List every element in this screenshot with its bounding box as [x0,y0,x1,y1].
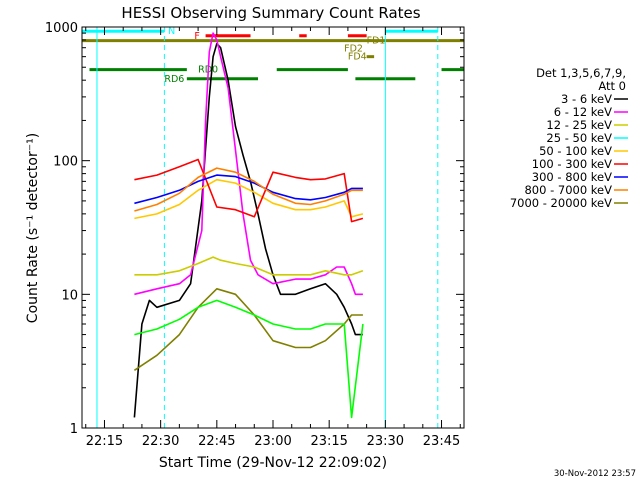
series-line [134,167,363,212]
y-axis-label: Count Rate (s⁻¹ detector⁻¹) [25,133,41,323]
legend-label: 12 - 25 keV [546,118,612,132]
flag-label: FD4 [348,52,367,63]
series-line [134,32,363,296]
legend-label: 6 - 12 keV [554,105,612,119]
series-line [134,256,364,276]
series-line [133,287,363,371]
y-axis: 1 10 100 1000 [45,21,464,437]
legend-label: 25 - 50 keV [546,131,612,145]
legend-label: 300 - 800 keV [532,170,612,184]
date-stamp: 30-Nov-2012 23:57 [554,469,636,479]
x-tick-label: 23:45 [423,434,460,449]
y-tick-label: 100 [53,155,78,170]
legend-header: Det 1,3,5,6,7,9, [536,66,626,80]
x-tick-label: 23:15 [310,434,347,449]
series-line [134,178,364,220]
legend-label: 800 - 7000 keV [524,183,612,197]
flag-label: F [194,31,199,42]
x-tick-label: 22:15 [86,434,123,449]
legend-label: 50 - 100 keV [539,144,612,158]
x-axis-label: Start Time (29-Nov-12 22:09:02) [159,455,387,471]
x-axis: 22:15 22:30 22:45 23:00 23:15 23:30 23:45 [85,27,461,449]
x-tick-label: 22:30 [142,434,179,449]
series-line [134,158,364,223]
legend-label: 100 - 300 keV [532,157,612,171]
series-line [133,42,363,418]
flag-label: FD2 [344,44,363,55]
legend-label: 3 - 6 keV [561,92,612,106]
legend-header: Att 0 [598,79,626,93]
y-tick-label: 1000 [45,21,78,36]
flag-label: FD1 [367,36,386,47]
flag-label: N [168,26,175,37]
y-tick-label: 10 [61,288,78,303]
plot-series [133,32,364,419]
flag-boundaries [96,27,439,428]
legend-label: 7000 - 20000 keV [510,196,612,210]
series-line [134,299,364,419]
x-tick-label: 23:00 [254,434,291,449]
x-tick-label: 23:30 [367,434,404,449]
y-tick-label: 1 [70,422,78,437]
chart-title: HESSI Observing Summary Count Rates [121,4,420,22]
x-tick-label: 22:45 [198,434,235,449]
flag-label: RD6 [164,74,184,85]
